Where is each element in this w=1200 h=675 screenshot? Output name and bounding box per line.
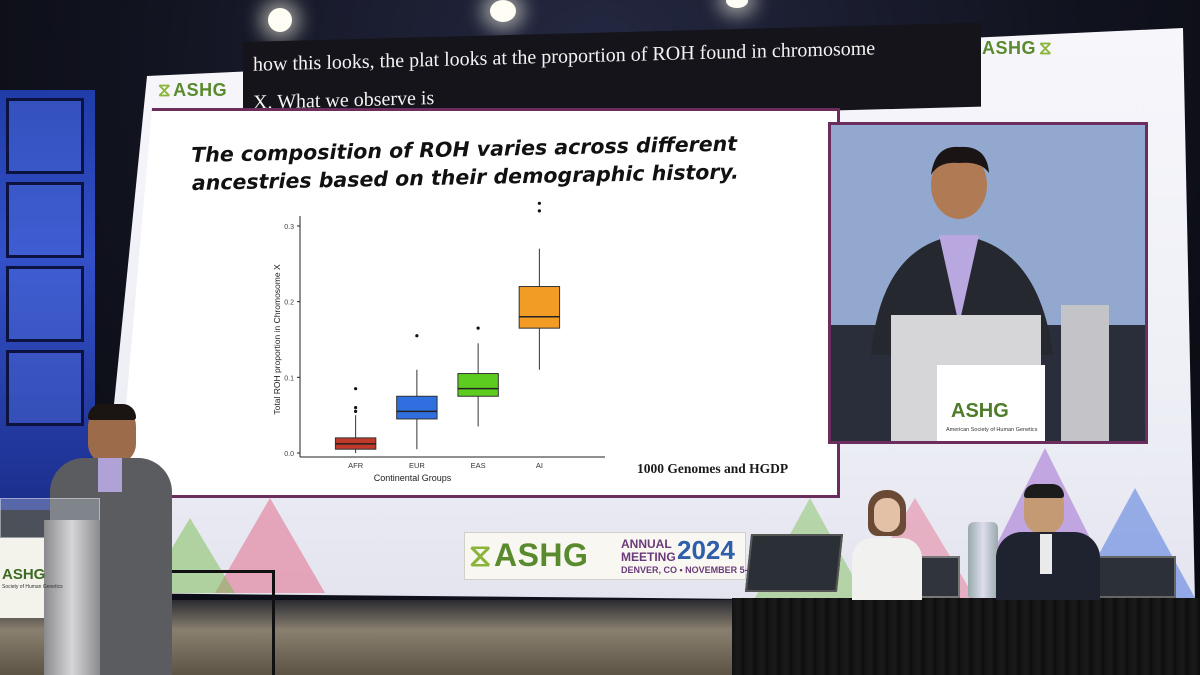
boxplot-chart: 0.0 0.1 0.2 0.3 Total ROH proportion in Chro…: [272, 201, 605, 483]
dna-icon: ⧖: [158, 80, 172, 100]
laptop-right: [1090, 556, 1176, 598]
meeting-banner-annual: ANNUAL: [621, 537, 672, 551]
x-tick-label: AFR: [348, 461, 364, 470]
stage-light: [268, 8, 292, 32]
speaker-video-feed: ASHG American Society of Human Genetics: [828, 122, 1148, 444]
stage-light: [490, 0, 516, 22]
x-tick-label: AI: [536, 461, 543, 470]
box-eur: [396, 395, 438, 420]
podium-logo: ASHG Society of Human Genetics: [0, 566, 63, 606]
podium: [0, 498, 106, 675]
ashg-logo-screen-left: ⧖ ASHG: [158, 80, 228, 100]
box-ai: [518, 286, 561, 329]
stage-light: [726, 0, 748, 8]
podium-video-logo: ASHG: [951, 400, 1009, 422]
laptop-left: [744, 534, 844, 592]
x-axis-label: Continental Groups: [374, 473, 452, 483]
y-tick-label: 0.3: [284, 224, 294, 231]
podium-logo-text: ASHG: [2, 566, 46, 583]
podium-logo-sub: Society of Human Genetics: [2, 584, 63, 590]
outlier-point: [354, 387, 358, 391]
outlier-point: [415, 334, 419, 338]
box-eas: [457, 373, 499, 397]
panel-table: [732, 598, 1200, 675]
y-tick-label: 0.0: [284, 451, 294, 458]
x-tick-label: EUR: [409, 461, 425, 470]
meeting-banner-meeting: MEETING: [621, 550, 676, 564]
water-bottle: [968, 522, 998, 598]
panelist-man: [996, 484, 1100, 600]
meeting-banner-location: DENVER, CO • NOVEMBER 5-9: [621, 565, 753, 575]
y-tick-label: 0.1: [284, 375, 294, 382]
x-tick-label: EAS: [471, 461, 486, 470]
podium-video-logo-sub: American Society of Human Genetics: [946, 427, 1038, 433]
outlier-point: [354, 409, 358, 413]
meeting-banner-brand: ⧖ASHG: [469, 537, 589, 573]
left-video-wall: [0, 90, 95, 510]
outlier-point: [537, 209, 541, 213]
slide-source-label: 1000 Genomes and HGDP: [637, 461, 789, 476]
speaker-video-image: ASHG American Society of Human Genetics: [831, 125, 1145, 441]
meeting-banner-year: 2024: [677, 535, 735, 565]
outlier-point: [476, 326, 480, 330]
presentation-slide: The composition of ROH varies across dif…: [118, 108, 840, 498]
y-axis-label: Total ROH proportion in Chromosome X: [272, 264, 282, 415]
y-tick-label: 0.2: [284, 300, 294, 307]
outlier-point: [537, 201, 541, 205]
panelist-woman: [852, 490, 922, 600]
dna-icon: ⧖: [469, 537, 492, 573]
outlier-point: [354, 406, 358, 410]
dna-icon: ⧖: [1039, 38, 1053, 58]
ashg-logo-screen-right: ASHG ⧖: [982, 38, 1053, 58]
meeting-banner: ⧖ASHG ANNUAL MEETING 2024 DENVER, CO • N…: [464, 532, 753, 580]
